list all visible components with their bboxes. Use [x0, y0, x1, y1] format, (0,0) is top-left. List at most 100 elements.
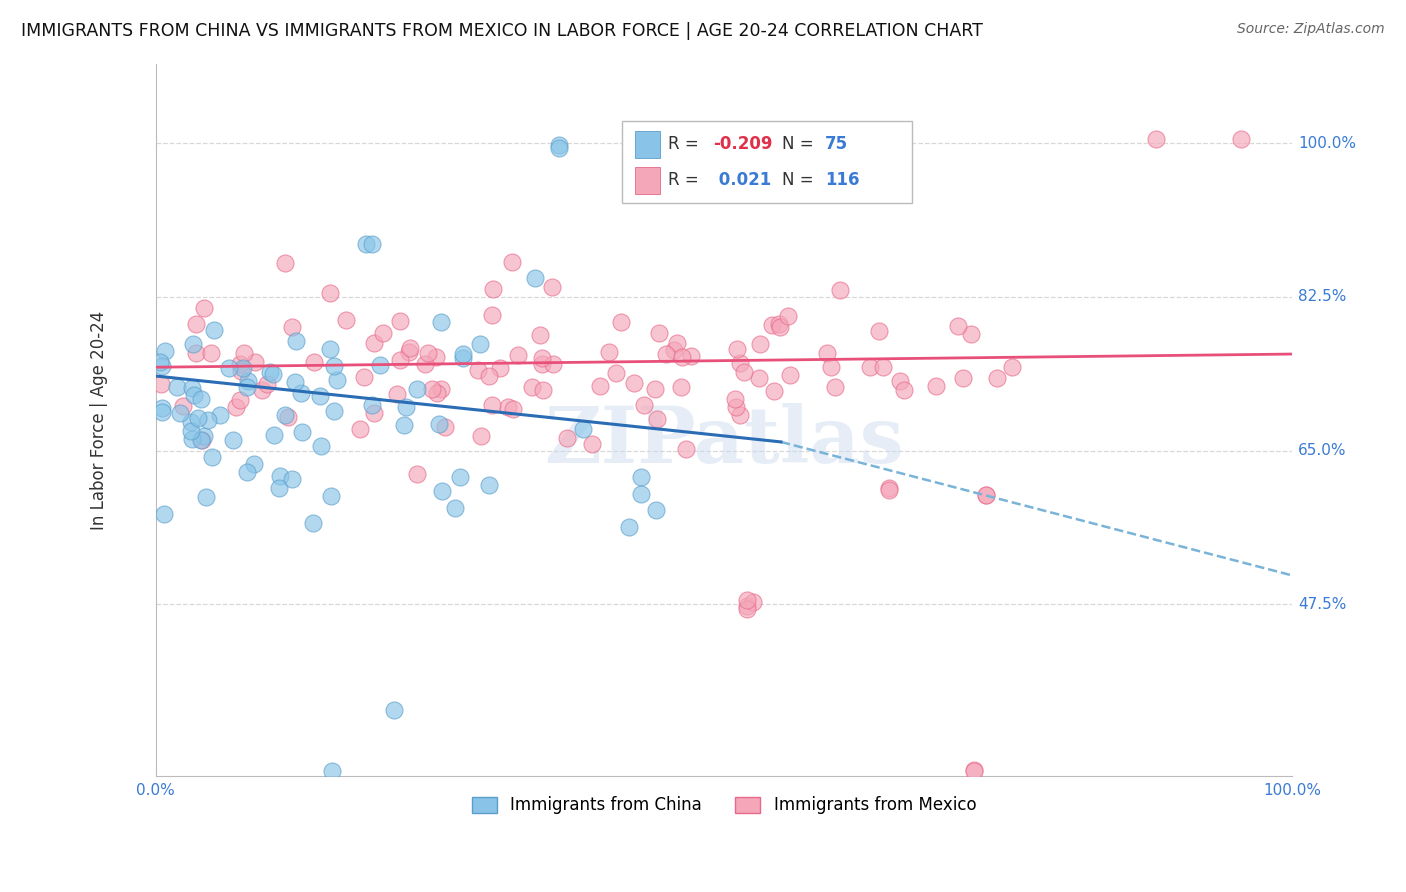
Point	[662, 343, 685, 357]
Point	[531, 383, 554, 397]
Point	[413, 357, 436, 371]
Point	[963, 763, 986, 777]
Point	[385, 387, 408, 401]
Point	[281, 319, 304, 334]
Point	[830, 283, 852, 297]
Point	[868, 324, 890, 338]
Point	[598, 344, 620, 359]
Point	[354, 237, 377, 252]
Point	[430, 484, 453, 499]
Point	[645, 411, 668, 425]
Text: N =: N =	[782, 136, 818, 153]
Point	[748, 370, 770, 384]
Point	[748, 337, 770, 351]
Bar	[636, 167, 661, 194]
Point	[974, 488, 997, 502]
Point	[363, 406, 385, 420]
Point	[322, 359, 344, 373]
Point	[451, 347, 474, 361]
Point	[952, 370, 974, 384]
Point	[259, 365, 281, 379]
Point	[184, 317, 207, 331]
Point	[209, 409, 232, 423]
Point	[724, 392, 747, 406]
Point	[725, 342, 748, 356]
Point	[150, 359, 173, 373]
Point	[406, 382, 429, 396]
Point	[426, 386, 449, 401]
Point	[291, 425, 314, 439]
Point	[529, 328, 551, 343]
Point	[399, 341, 422, 355]
Point	[284, 375, 307, 389]
Point	[363, 335, 385, 350]
Point	[725, 401, 748, 415]
Text: 65.0%: 65.0%	[1298, 443, 1347, 458]
Point	[180, 381, 202, 395]
Point	[522, 380, 544, 394]
Point	[610, 315, 633, 329]
Point	[889, 374, 911, 388]
Text: 75: 75	[825, 136, 848, 153]
Point	[153, 507, 176, 521]
Point	[467, 362, 489, 376]
Point	[304, 355, 326, 369]
Point	[548, 140, 571, 154]
Point	[645, 503, 668, 517]
Point	[506, 348, 529, 362]
Point	[768, 317, 790, 331]
Point	[665, 336, 688, 351]
Point	[321, 490, 343, 504]
Point	[482, 282, 505, 296]
Point	[974, 488, 997, 502]
Point	[236, 380, 259, 394]
Point	[671, 350, 693, 364]
Point	[243, 355, 266, 369]
Point	[741, 595, 763, 609]
Point	[623, 376, 645, 390]
Point	[488, 361, 510, 376]
Point	[478, 368, 501, 383]
Point	[353, 370, 375, 384]
Point	[150, 401, 173, 416]
Point	[735, 593, 758, 607]
Point	[481, 309, 503, 323]
Point	[728, 408, 751, 422]
Point	[169, 406, 191, 420]
Point	[728, 356, 751, 370]
Point	[877, 481, 900, 495]
Point	[263, 428, 285, 442]
Point	[371, 326, 394, 341]
Point	[193, 429, 215, 443]
Point	[470, 429, 492, 443]
Point	[395, 400, 418, 414]
Point	[671, 380, 693, 394]
Point	[501, 255, 523, 269]
Point	[655, 347, 678, 361]
Point	[644, 382, 666, 396]
Point	[679, 349, 702, 363]
Point	[262, 368, 284, 382]
Point	[172, 399, 194, 413]
Point	[761, 318, 783, 332]
Point	[1230, 132, 1253, 146]
Point	[197, 412, 219, 426]
Point	[194, 490, 217, 504]
Point	[763, 384, 786, 398]
Point	[776, 310, 799, 324]
Point	[963, 764, 986, 779]
Text: R =: R =	[668, 136, 704, 153]
Point	[193, 301, 215, 316]
Point	[190, 433, 212, 447]
Point	[451, 351, 474, 366]
Point	[269, 481, 291, 495]
Text: 82.5%: 82.5%	[1298, 289, 1347, 304]
Text: In Labor Force | Age 20-24: In Labor Force | Age 20-24	[90, 310, 108, 530]
Point	[769, 319, 792, 334]
Point	[496, 400, 519, 414]
Point	[877, 483, 900, 498]
Point	[349, 422, 371, 436]
Text: ZIPatlas: ZIPatlas	[544, 403, 904, 479]
Point	[191, 433, 214, 447]
Point	[149, 354, 172, 368]
